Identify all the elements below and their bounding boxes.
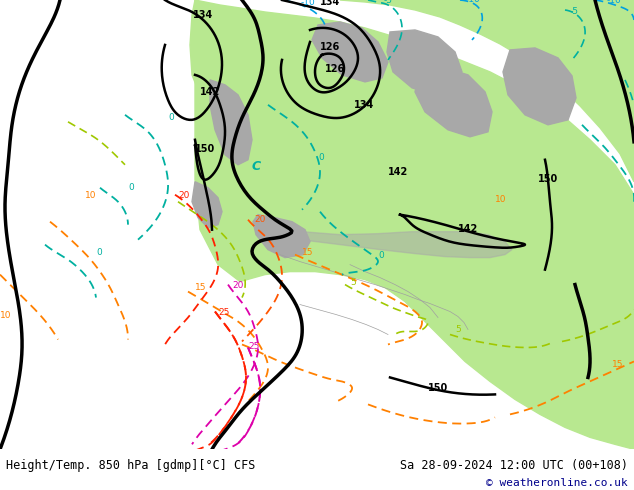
Text: 15: 15 [195, 283, 207, 292]
Text: 15: 15 [302, 247, 313, 257]
Polygon shape [192, 182, 222, 228]
Polygon shape [387, 30, 462, 95]
Text: 150: 150 [195, 144, 216, 154]
Text: 126: 126 [325, 64, 346, 74]
Text: 0: 0 [128, 183, 134, 192]
Text: 10: 10 [0, 311, 11, 319]
Text: C: C [252, 160, 261, 173]
Text: 20: 20 [232, 281, 243, 290]
Text: Height/Temp. 850 hPa [gdmp][°C] CFS: Height/Temp. 850 hPa [gdmp][°C] CFS [6, 460, 256, 472]
Text: © weatheronline.co.uk: © weatheronline.co.uk [486, 478, 628, 488]
Text: 0: 0 [168, 113, 174, 122]
Text: -10: -10 [465, 0, 481, 4]
Text: 25: 25 [248, 343, 259, 351]
Polygon shape [253, 215, 310, 258]
Text: 0: 0 [378, 250, 384, 260]
Text: 5: 5 [350, 277, 356, 287]
Text: -10: -10 [607, 0, 621, 5]
Text: 150: 150 [428, 383, 448, 393]
Text: 134: 134 [193, 10, 213, 20]
Text: Sa 28-09-2024 12:00 UTC (00+108): Sa 28-09-2024 12:00 UTC (00+108) [399, 460, 628, 472]
Text: 10: 10 [85, 191, 96, 200]
Text: 10: 10 [495, 195, 507, 204]
Polygon shape [503, 48, 576, 125]
Text: 142: 142 [200, 87, 220, 97]
Polygon shape [312, 22, 388, 82]
Polygon shape [210, 80, 252, 165]
Text: 134: 134 [354, 100, 374, 110]
Text: 142: 142 [388, 167, 408, 177]
Text: 0: 0 [318, 153, 324, 162]
Polygon shape [340, 0, 634, 182]
Polygon shape [292, 232, 512, 258]
Text: 0: 0 [96, 247, 101, 257]
Text: -10: -10 [301, 0, 315, 7]
Text: 20: 20 [178, 191, 190, 200]
Text: 142: 142 [458, 223, 478, 234]
Text: 150: 150 [538, 174, 559, 184]
Text: 25: 25 [218, 308, 230, 317]
Text: 20: 20 [254, 215, 266, 223]
Polygon shape [195, 0, 634, 449]
Polygon shape [415, 68, 492, 137]
Text: 5: 5 [455, 324, 461, 334]
Polygon shape [190, 0, 220, 95]
Text: -5: -5 [384, 0, 392, 5]
Text: 15: 15 [612, 361, 623, 369]
Text: 134: 134 [320, 0, 340, 7]
Text: 126: 126 [320, 42, 340, 52]
Text: -5: -5 [569, 7, 578, 16]
